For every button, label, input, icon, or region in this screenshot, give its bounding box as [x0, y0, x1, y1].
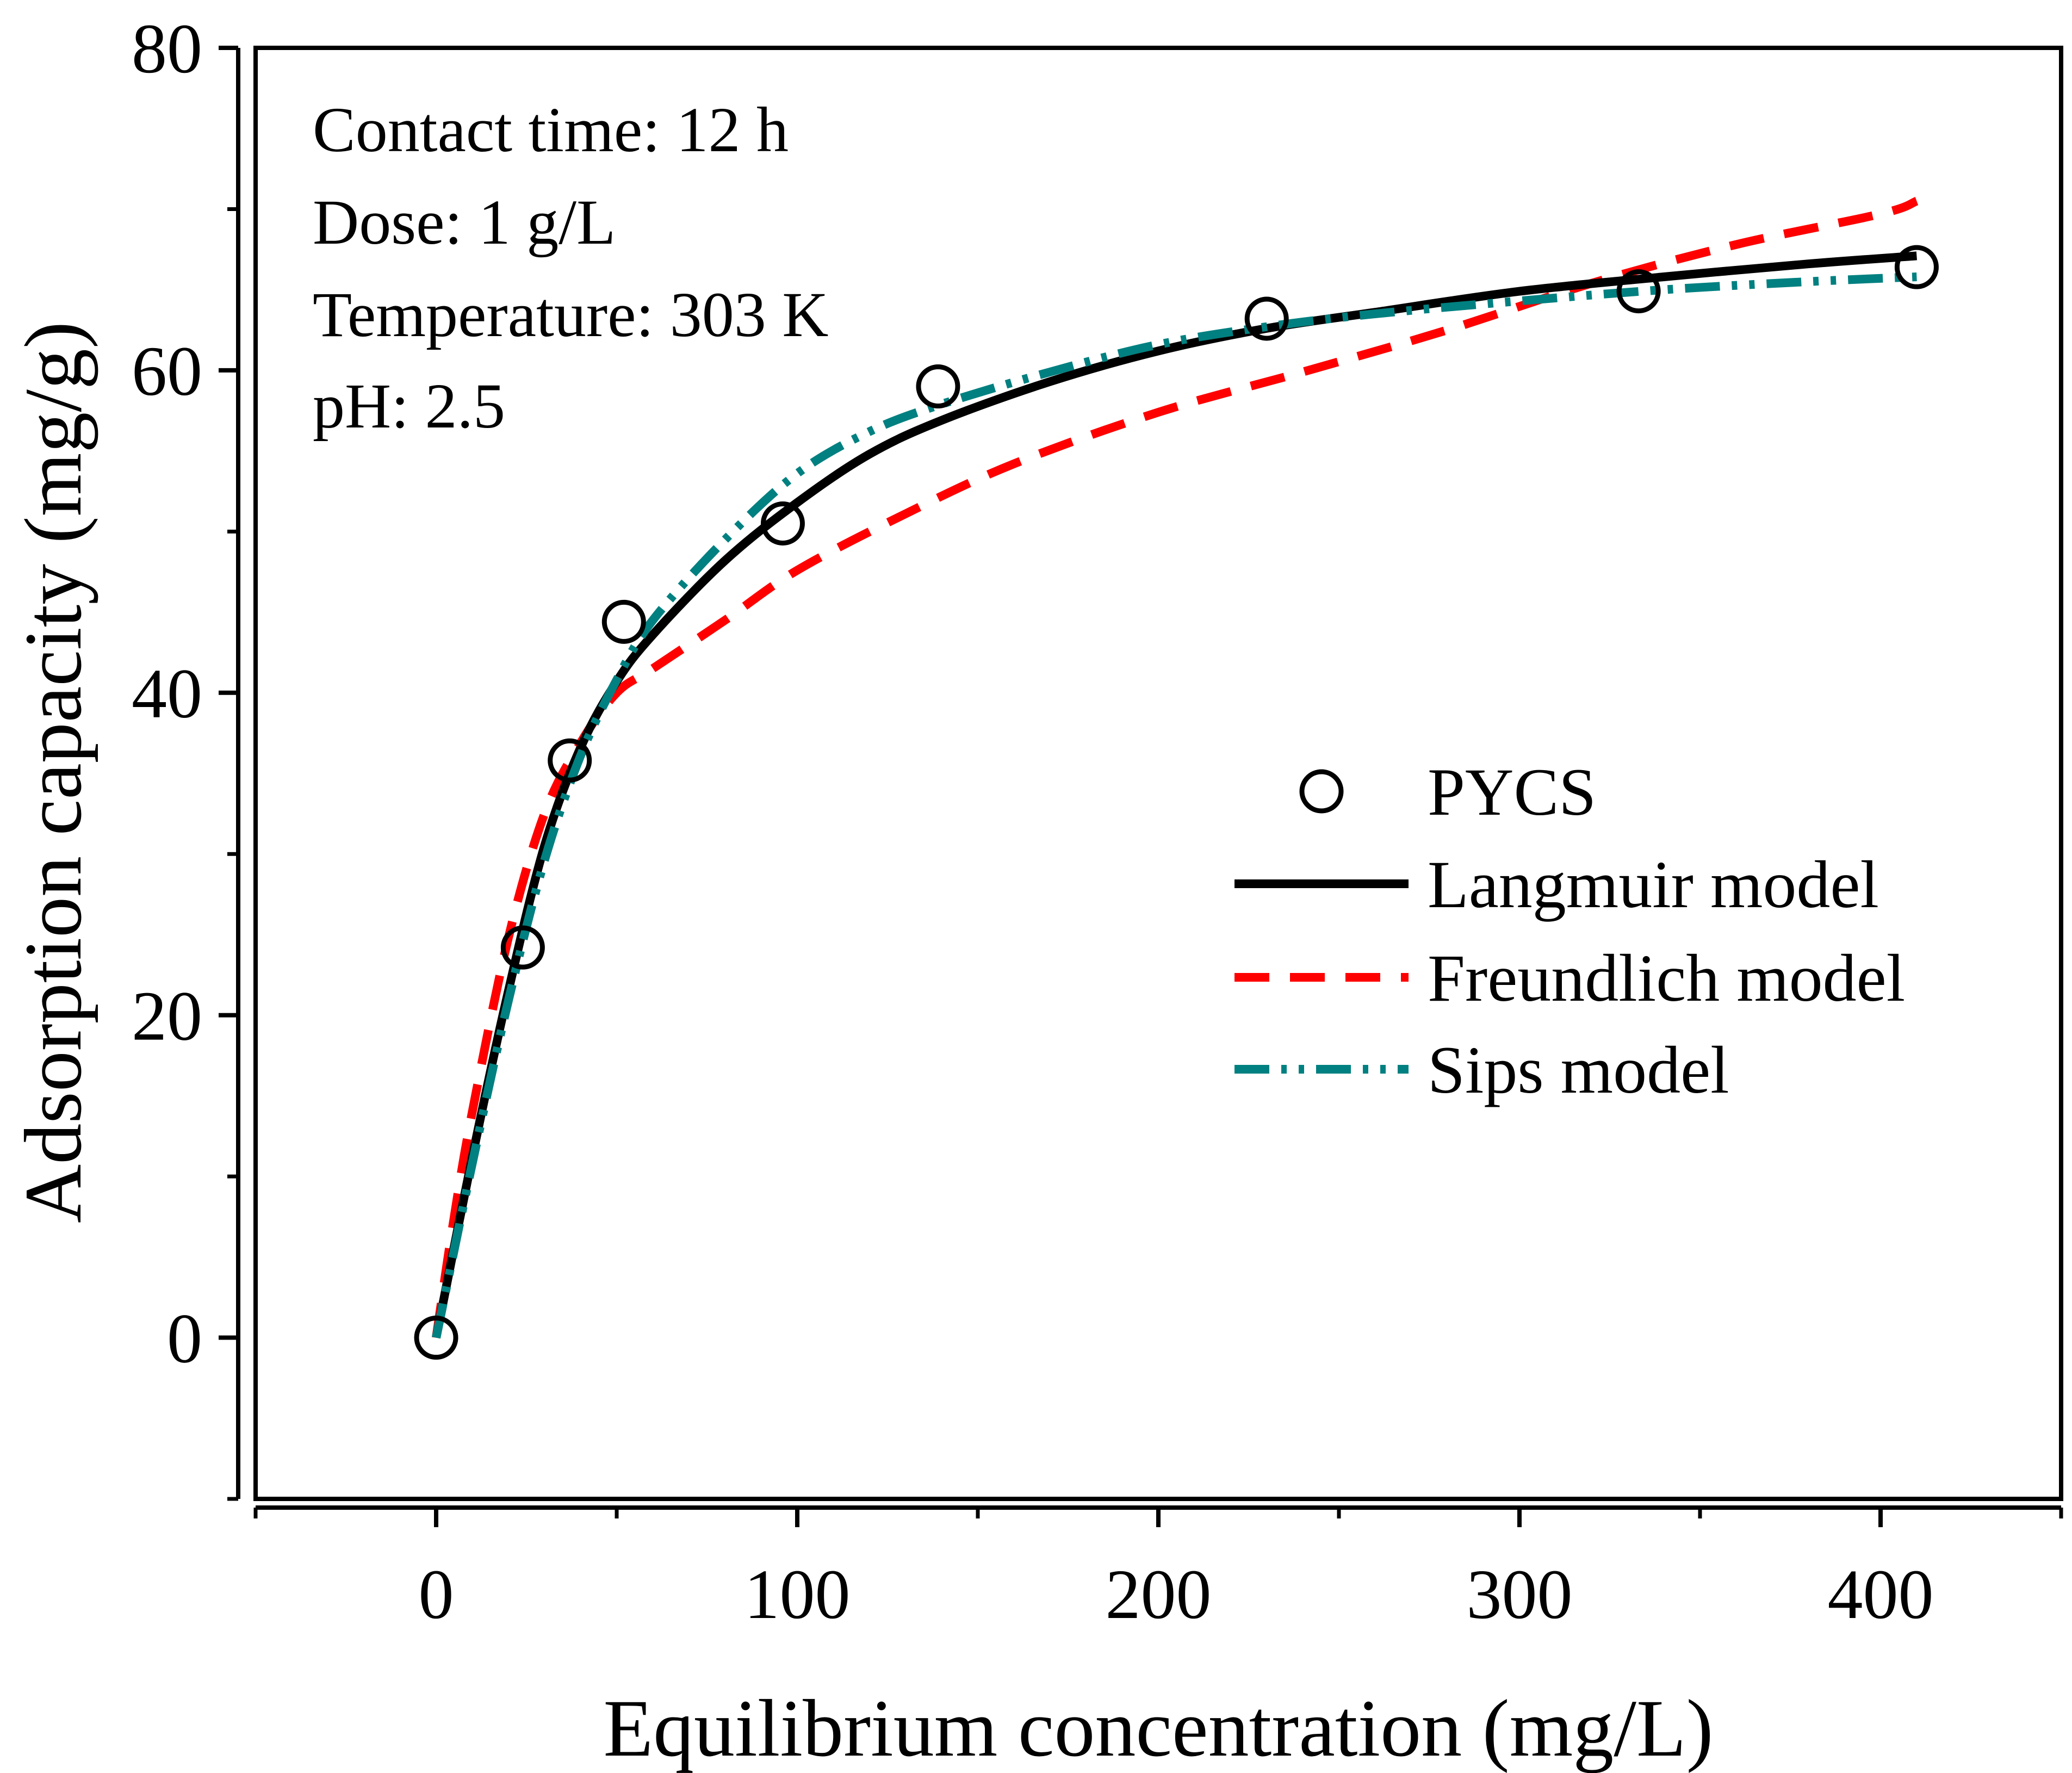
- pycs-data-point: [548, 738, 592, 783]
- x-tick-label: 200: [1106, 1555, 1212, 1634]
- freundlich-curve: [432, 197, 1919, 1338]
- y-axis-title: Adsorption capacity (mg/g): [8, 321, 98, 1223]
- pycs-data-point: [601, 599, 646, 644]
- pycs-data-point: [1894, 245, 1939, 289]
- legend-label-langmuir: Langmuir model: [1428, 847, 1879, 922]
- x-tick-labels: 0 100 200 300 400: [419, 1555, 1934, 1634]
- x-axis-title: Equilibrium concentration (mg/L): [603, 1683, 1713, 1773]
- langmuir-curve: [432, 251, 1918, 1339]
- x-tick-label: 400: [1828, 1555, 1934, 1634]
- pycs-data-point: [414, 1316, 458, 1360]
- legend-marker-pycs: [1299, 769, 1344, 814]
- x-tick-label: 300: [1467, 1555, 1573, 1634]
- pycs-data-point: [500, 925, 545, 970]
- pycs-data-point: [1616, 269, 1661, 314]
- pycs-data-point: [1244, 296, 1289, 341]
- legend: PYCS Langmuir model Freundlich model Sip…: [1234, 755, 1905, 1107]
- plot-frame: [253, 46, 2063, 1501]
- y-tick-label: 60: [132, 332, 202, 411]
- y-tick-label: 20: [132, 977, 202, 1056]
- y-tick-label: 40: [132, 655, 202, 733]
- annotation-dose: Dose: 1 g/L: [313, 187, 616, 258]
- x-tick-label: 100: [745, 1555, 851, 1634]
- legend-label-freundlich: Freundlich model: [1428, 941, 1905, 1015]
- series-lines: [432, 197, 1919, 1339]
- y-tick-label: 80: [132, 10, 202, 88]
- legend-label-pycs: PYCS: [1428, 755, 1596, 829]
- annotation-contact-time: Contact time: 12 h: [313, 94, 789, 165]
- annotation-temperature: Temperature: 303 K: [313, 279, 829, 350]
- x-tick-label: 0: [419, 1555, 454, 1634]
- annotation-ph: pH: 2.5: [313, 370, 505, 442]
- pycs-data-point: [916, 364, 960, 409]
- experiment-conditions: Contact time: 12 h Dose: 1 g/L Temperatu…: [313, 94, 829, 442]
- legend-label-sips: Sips model: [1428, 1033, 1729, 1107]
- axis-ticks: [219, 46, 2063, 1527]
- y-tick-label: 0: [167, 1300, 202, 1378]
- sips-curve: [432, 272, 1917, 1339]
- pycs-data-point: [760, 501, 805, 546]
- series-points: [414, 245, 1939, 1360]
- y-tick-labels: 0 20 40 60 80: [132, 10, 202, 1378]
